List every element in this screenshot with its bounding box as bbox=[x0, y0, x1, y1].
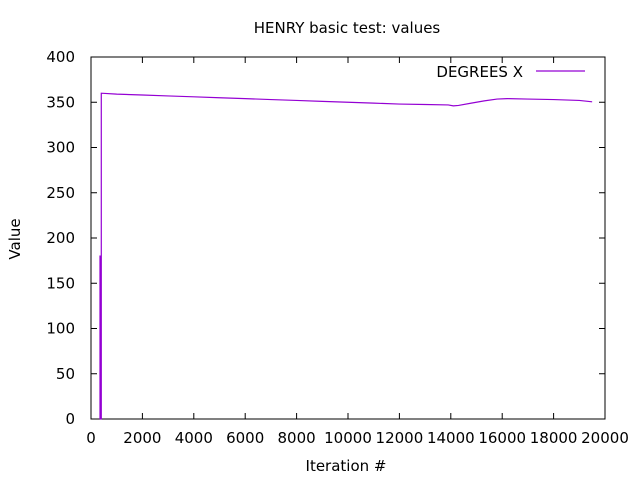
chart-title: HENRY basic test: values bbox=[254, 19, 441, 37]
y-tick-label: 300 bbox=[46, 139, 75, 157]
x-tick-label: 10000 bbox=[324, 429, 372, 447]
y-tick-label: 200 bbox=[46, 229, 75, 247]
x-axis: 0 2000 4000 6000 8000 10000 12000 14000 16000 180… bbox=[86, 57, 629, 447]
y-tick-label: 100 bbox=[46, 320, 75, 338]
y-tick-label: 350 bbox=[46, 93, 75, 111]
y-axis-label: Value bbox=[6, 218, 24, 259]
x-tick-label: 16000 bbox=[478, 429, 526, 447]
legend: DEGREES X bbox=[436, 63, 585, 81]
y-tick-label: 0 bbox=[65, 410, 75, 428]
series-line bbox=[99, 92, 593, 420]
y-tick-label: 400 bbox=[46, 48, 75, 66]
x-tick-label: 8000 bbox=[278, 429, 316, 447]
x-tick-label: 0 bbox=[86, 429, 96, 447]
x-tick-label: 14000 bbox=[427, 429, 475, 447]
y-tick-label: 150 bbox=[46, 274, 75, 292]
x-axis-label: Iteration # bbox=[306, 457, 387, 475]
x-tick-label: 4000 bbox=[175, 429, 213, 447]
x-tick-label: 20000 bbox=[581, 429, 629, 447]
plot-frame bbox=[90, 56, 606, 420]
x-tick-label: 2000 bbox=[123, 429, 161, 447]
series-layer bbox=[99, 92, 593, 420]
x-tick-label: 6000 bbox=[226, 429, 264, 447]
y-tick-label: 250 bbox=[46, 184, 75, 202]
y-tick-label: 50 bbox=[56, 365, 75, 383]
x-tick-label: 18000 bbox=[530, 429, 578, 447]
y-axis: 0 50 100 150 200 250 300 350 400 bbox=[46, 48, 605, 428]
x-tick-label: 12000 bbox=[376, 429, 424, 447]
legend-label: DEGREES X bbox=[436, 63, 523, 81]
